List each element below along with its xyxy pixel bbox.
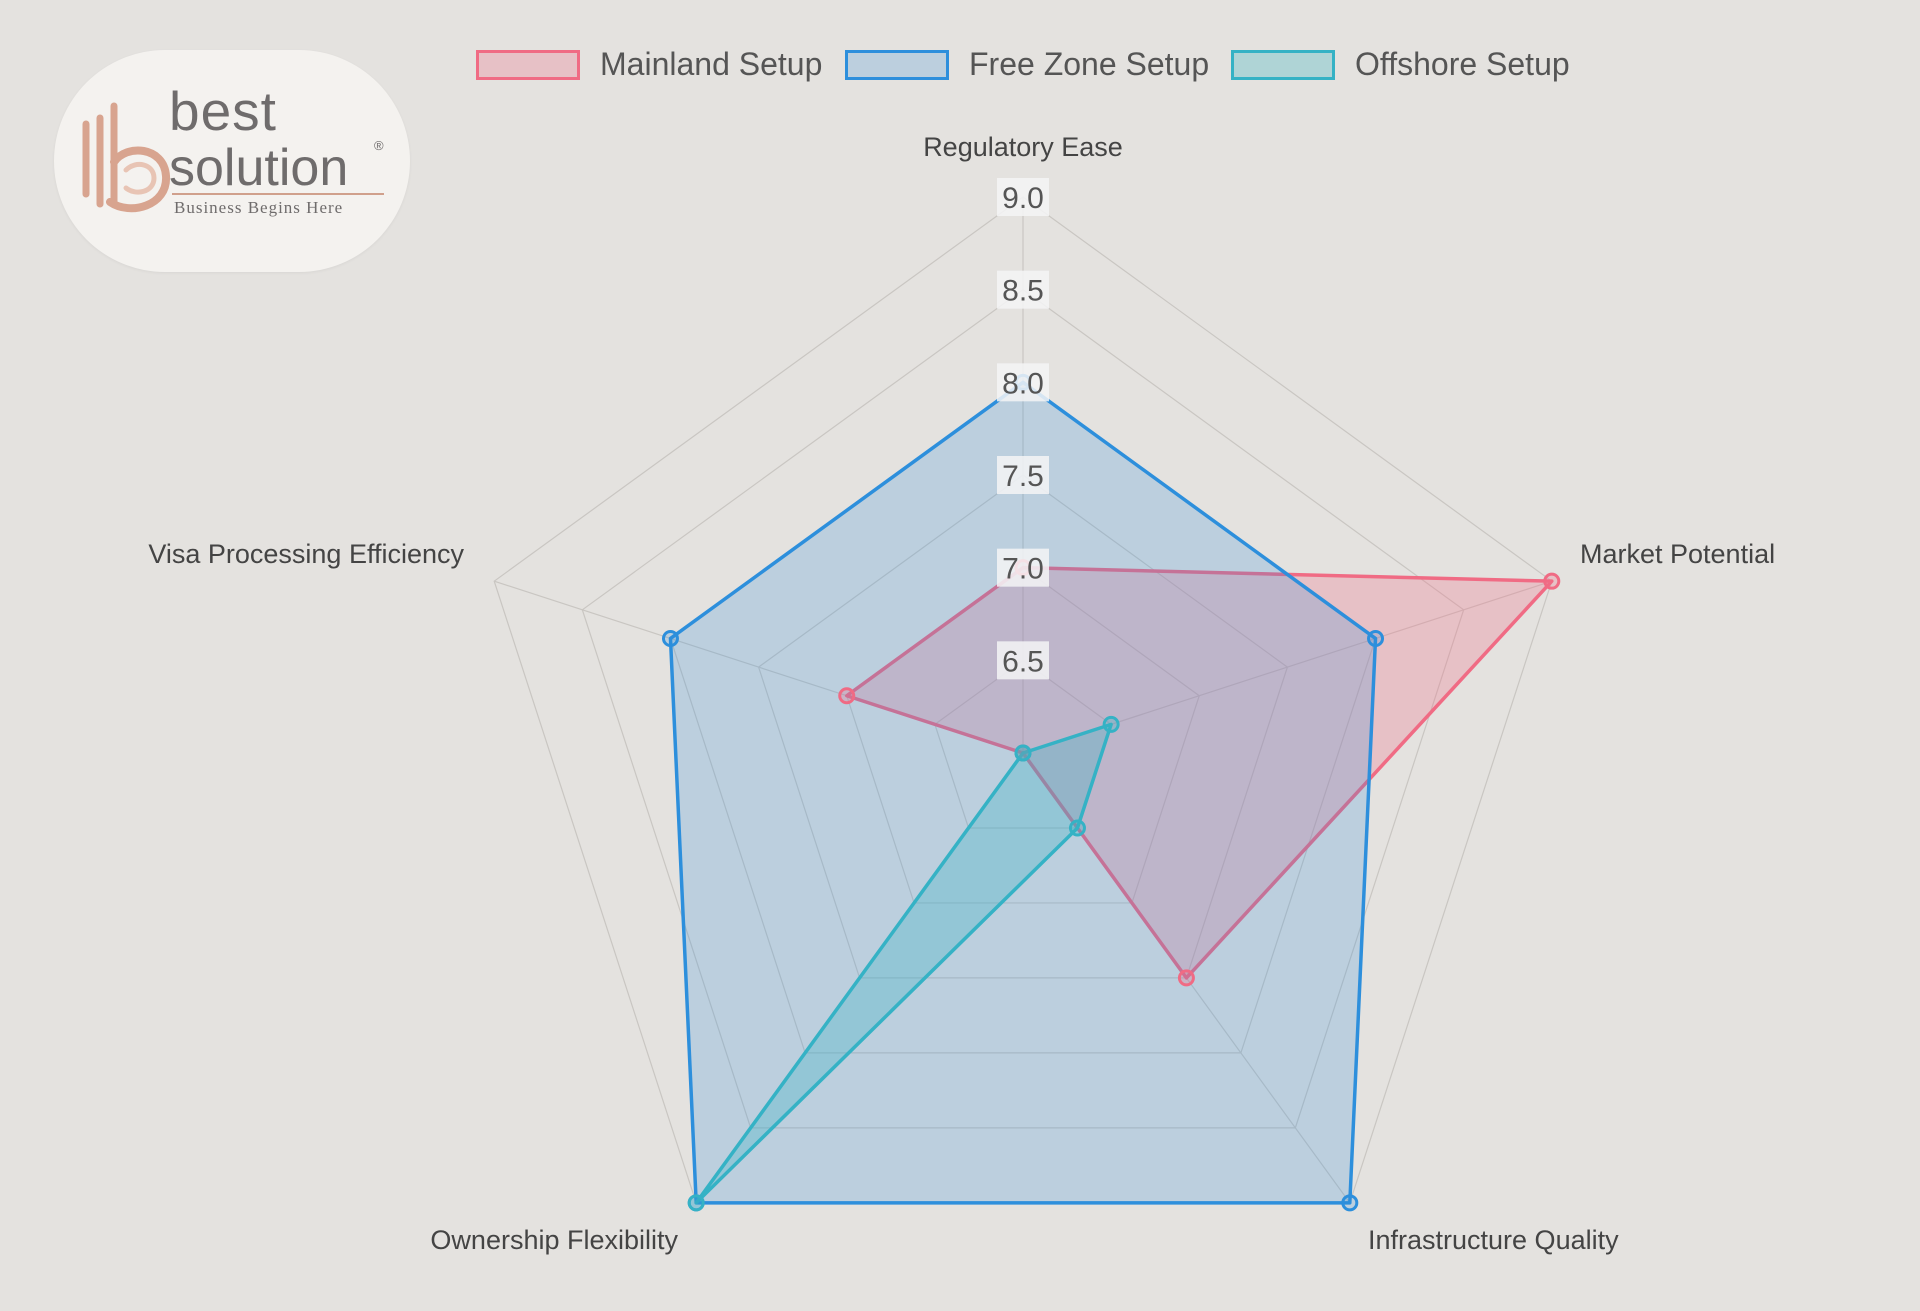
legend-swatch-offshore bbox=[1231, 50, 1335, 80]
logo-text-solution: solution bbox=[169, 139, 349, 197]
logo-tagline: Business Begins Here bbox=[174, 198, 344, 217]
axis-label-3: Ownership Flexibility bbox=[430, 1225, 678, 1255]
tick-label-0: 6.5 bbox=[1002, 645, 1044, 678]
logo-mark-icon bbox=[82, 102, 170, 213]
legend-label-offshore: Offshore Setup bbox=[1355, 46, 1570, 82]
data-point-1-1[interactable] bbox=[1367, 629, 1385, 647]
data-point-2-1[interactable] bbox=[1102, 715, 1120, 733]
tick-label-bg-4 bbox=[997, 270, 1049, 309]
legend-swatch-mainland bbox=[476, 50, 580, 80]
grid-ring-3 bbox=[757, 474, 1289, 979]
data-point-1-4[interactable] bbox=[661, 629, 679, 647]
legend-label-free-zone: Free Zone Setup bbox=[969, 46, 1210, 82]
tick-label-bg-3 bbox=[997, 363, 1049, 402]
grid-ring-5 bbox=[581, 288, 1465, 1129]
logo-divider bbox=[172, 193, 384, 195]
tick-label-2: 7.5 bbox=[1002, 460, 1044, 493]
tick-label-4: 8.5 bbox=[1002, 275, 1044, 308]
chart-legend: Mainland Setup Free Zone Setup Offshore … bbox=[0, 44, 1920, 94]
tick-label-bg-5 bbox=[997, 178, 1049, 216]
tick-label-bg-1 bbox=[997, 548, 1049, 587]
tick-label-bg-0 bbox=[997, 641, 1049, 680]
data-point-0-1[interactable] bbox=[1543, 572, 1561, 590]
axis-label-1: Market Potential bbox=[1580, 539, 1775, 569]
legend-item-offshore[interactable]: Offshore Setup bbox=[1231, 44, 1581, 88]
tick-label-1: 7.0 bbox=[1002, 553, 1044, 586]
data-point-0-4[interactable] bbox=[838, 687, 856, 705]
grid-ring-1 bbox=[934, 659, 1112, 829]
data-point-2-3[interactable] bbox=[687, 1194, 705, 1212]
logo-text-best: best bbox=[169, 80, 277, 142]
series-area-2 bbox=[694, 722, 1113, 1205]
axis-label-2: Infrastructure Quality bbox=[1368, 1225, 1619, 1255]
tick-label-bg-2 bbox=[997, 456, 1049, 494]
data-point-2-4[interactable] bbox=[1014, 744, 1032, 762]
data-point-2-2[interactable] bbox=[1068, 819, 1086, 837]
tick-label-3: 8.0 bbox=[1002, 367, 1044, 400]
logo-registered-mark: ® bbox=[374, 138, 384, 153]
data-point-1-2[interactable] bbox=[1341, 1194, 1359, 1212]
axis-label-4: Visa Processing Efficiency bbox=[148, 539, 464, 569]
legend-label-mainland: Mainland Setup bbox=[600, 46, 823, 82]
data-point-0-2[interactable] bbox=[1177, 969, 1195, 987]
axis-label-0: Regulatory Ease bbox=[923, 132, 1123, 162]
legend-item-free-zone[interactable]: Free Zone Setup bbox=[845, 44, 1215, 88]
legend-item-mainland[interactable]: Mainland Setup bbox=[476, 44, 826, 88]
company-logo: best solution ® Business Begins Here bbox=[54, 50, 410, 272]
tick-label-5: 9.0 bbox=[1002, 182, 1044, 215]
legend-swatch-free-zone bbox=[845, 50, 949, 80]
